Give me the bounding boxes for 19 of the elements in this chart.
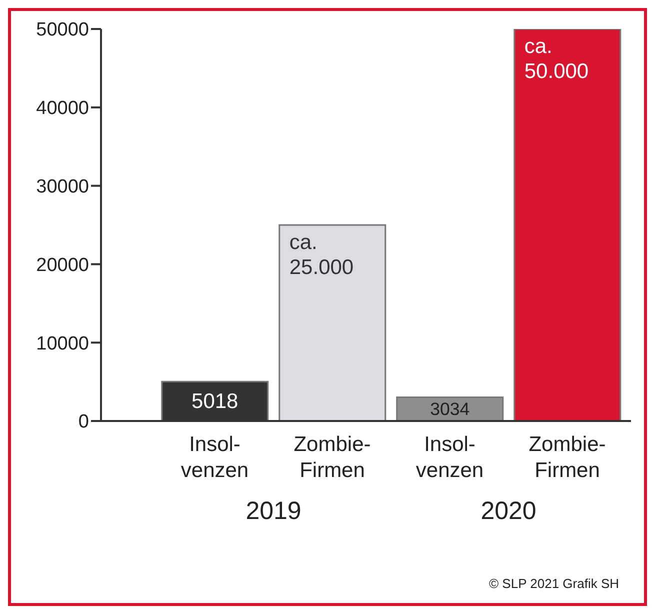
x-tick-label: Zombie-Firmen <box>294 433 371 482</box>
x-tick-label: Insol-venzen <box>180 433 249 482</box>
text: 2019 <box>246 497 302 525</box>
x-tick-label: Zombie-Firmen <box>528 433 606 482</box>
y-tick-label: 0 <box>78 412 89 433</box>
bar <box>278 224 386 421</box>
data-label: 5018 <box>192 390 238 413</box>
x-tick-label: Insol-venzen <box>416 433 484 482</box>
data-label: ca. 25.000 <box>289 231 354 279</box>
data-label: 3034 <box>430 399 470 420</box>
y-tick-label: 40000 <box>36 98 89 120</box>
y-tick-label: 10000 <box>36 333 89 354</box>
y-tick-label: 30000 <box>36 176 89 198</box>
data-label: ca. 50.000 <box>524 35 589 83</box>
text: 2020 <box>480 497 536 525</box>
y-tick-label: 20000 <box>36 254 89 276</box>
y-tick-label: 50000 <box>36 20 89 41</box>
text: © SLP 2021 Grafik SH <box>488 576 619 591</box>
bar <box>514 29 622 421</box>
